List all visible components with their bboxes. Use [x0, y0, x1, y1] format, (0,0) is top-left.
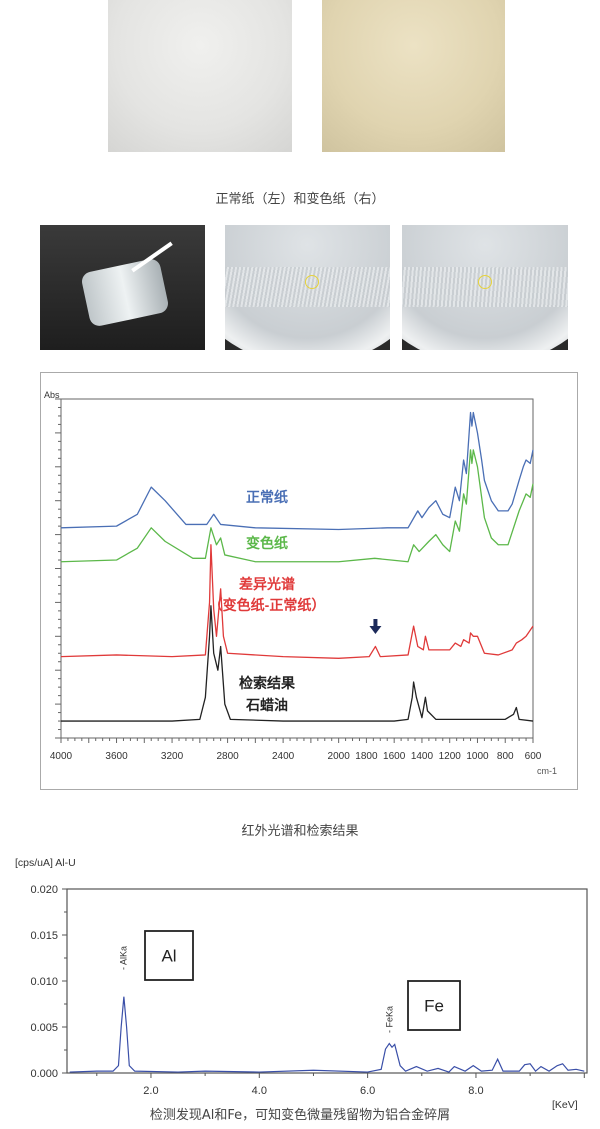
peak-label: - AlKa	[118, 946, 128, 970]
y-tick-label: 0.000	[30, 1068, 58, 1080]
ir-caption: 红外光谱和检索结果	[241, 824, 359, 839]
x-tick-label: 2400	[272, 751, 295, 762]
series-line-2	[60, 544, 534, 659]
series-line-1	[60, 449, 534, 563]
element-label: Al	[161, 947, 176, 966]
normal-paper-photo	[108, 0, 292, 152]
element-label: Fe	[424, 997, 444, 1016]
x-tick-label: 4000	[50, 751, 73, 762]
series-label-0: 正常纸	[246, 489, 288, 505]
inspection-circle	[478, 275, 492, 289]
y-tick-label: 0.020	[30, 884, 58, 896]
y-tick-label: 0.010	[30, 976, 58, 988]
inspection-circle	[305, 275, 319, 289]
x-tick-label: 800	[497, 751, 514, 762]
series-line-0	[69, 996, 585, 1073]
edx-spectrum-chart: 0.000 0.005 0.010 0.015 0.020 2.0 4.0 6.0 8.0 [cp…	[15, 857, 588, 1110]
x-tick-label: 2800	[216, 751, 239, 762]
discolored-paper-photo	[322, 0, 505, 152]
peak-label: - FeKa	[384, 1006, 394, 1033]
x-axis-label: cm-1	[537, 766, 557, 776]
x-tick-label: 4.0	[252, 1085, 267, 1097]
series-label-1: 变色纸	[246, 535, 288, 551]
x-tick-label: 6.0	[360, 1085, 375, 1097]
edx-caption: 检测发现Al和Fe，可知变色微量残留物为铝合金碎屑	[149, 1108, 451, 1123]
ir-chart-frame	[40, 372, 578, 790]
normal-surface-micrograph	[225, 225, 390, 350]
x-tick-label: 1200	[439, 751, 462, 762]
x-tick-label: 1400	[411, 751, 434, 762]
series-line-0	[60, 411, 534, 531]
plot-area	[66, 888, 588, 1074]
series-label-4: 检索结果	[239, 675, 296, 691]
series-line-3	[61, 605, 534, 722]
y-tick-label: 0.015	[30, 930, 58, 942]
x-tick-label: 3200	[161, 751, 184, 762]
element-box	[144, 930, 194, 981]
x-tick-label: 2000	[328, 751, 351, 762]
series-label-5: 石蜡油	[245, 697, 288, 713]
x-axis-label: [KeV]	[552, 1099, 578, 1110]
x-tick-label: 3600	[105, 751, 128, 762]
ir-spectrum-chart: 4000 3600 3200 2800 2400 2000 1800 1600 1400 1200…	[44, 390, 557, 776]
element-box	[407, 980, 461, 1031]
x-tick-label: 1600	[383, 751, 406, 762]
series-label-3: （变色纸-正常纸）	[209, 597, 326, 613]
plot-area	[60, 398, 534, 739]
y-axis-label: [cps/uA] Al-U	[15, 857, 76, 869]
y-tick-label: 0.005	[30, 1022, 58, 1034]
y-axis-label: Abs	[44, 390, 60, 400]
discolored-surface-micrograph	[402, 225, 568, 350]
x-tick-label: 2.0	[143, 1085, 158, 1097]
sample-part-photo	[40, 225, 205, 350]
x-tick-label: 600	[525, 751, 542, 762]
x-tick-label: 8.0	[468, 1085, 483, 1097]
down-arrow-icon	[369, 619, 382, 634]
series-label-2: 差异光谱	[239, 576, 295, 592]
x-tick-label: 1000	[466, 751, 489, 762]
x-tick-label: 1800	[355, 751, 378, 762]
paper-photos-caption: 正常纸（左）和变色纸（右）	[215, 192, 385, 207]
